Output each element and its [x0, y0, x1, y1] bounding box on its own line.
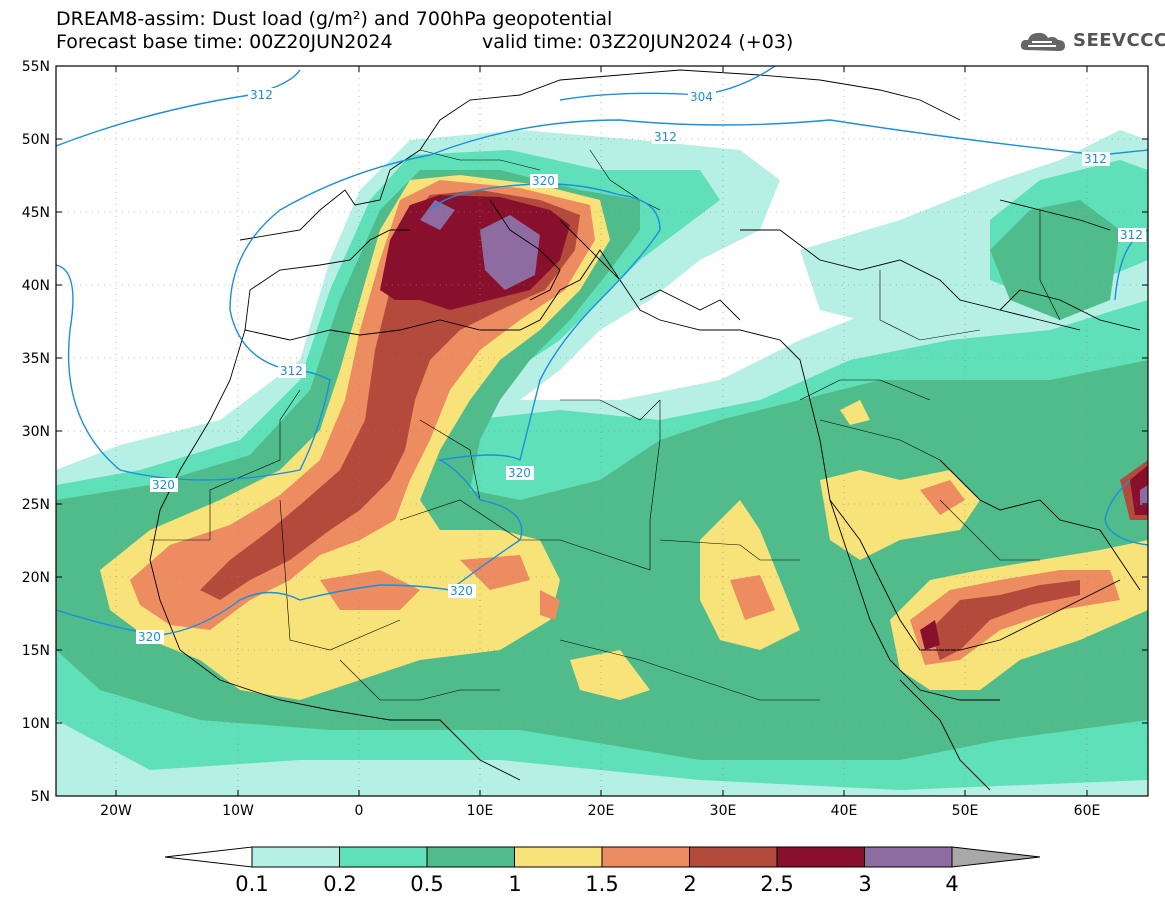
colorbar-label: 2.5	[760, 872, 793, 896]
lon-label: 30E	[710, 803, 737, 819]
colorbar-label: 4	[945, 872, 958, 896]
contour-label-bg	[530, 174, 558, 188]
colorbar-label: 0.1	[235, 872, 268, 896]
colorbar-box	[776, 846, 865, 868]
coastlines	[149, 69, 1141, 791]
colorbar-label: 0.2	[323, 872, 356, 896]
chart-title: DREAM8-assim: Dust load (g/m²) and 700hP…	[56, 8, 613, 30]
contour-label-bg	[1118, 228, 1146, 242]
colorbar-box	[514, 846, 603, 868]
dust-level-3	[420, 200, 1148, 505]
lon-label: 40E	[831, 803, 858, 819]
lon-label: 10W	[222, 803, 254, 819]
lat-label: 20N	[22, 570, 50, 586]
lat-label: 15N	[22, 643, 50, 659]
axis-ticks	[56, 65, 1148, 797]
contour-label: 312	[280, 364, 303, 378]
lon-label: 20E	[588, 803, 615, 819]
colorbar-box	[689, 846, 778, 868]
colorbar-label: 1	[508, 872, 521, 896]
map-content: 312 304 312 312 312 320 312 320 320 320 …	[56, 66, 1148, 796]
graticule	[56, 66, 1148, 796]
contour-label-bg	[278, 364, 306, 378]
contour-label: 312	[654, 130, 677, 144]
colorbar-boxes	[251, 846, 953, 868]
forecast-base-time: Forecast base time: 00Z20JUN2024	[56, 31, 393, 53]
lat-label: 55N	[22, 59, 50, 75]
contour-label-bg	[688, 90, 716, 104]
colorbar-label: 3	[858, 872, 871, 896]
contour-label-bg	[506, 466, 534, 480]
contour-label: 320	[450, 584, 473, 598]
contour-label: 320	[138, 630, 161, 644]
colorbar-labels: 0.1 0.2 0.5 1 1.5 2 2.5 3 4	[235, 872, 958, 896]
contour-label: 312	[1084, 152, 1107, 166]
lat-label: 10N	[22, 716, 50, 732]
cloud-logo-icon	[1020, 32, 1065, 51]
contour-label: 304	[690, 90, 713, 104]
valid-time: valid time: 03Z20JUN2024 (+03)	[482, 31, 794, 53]
contour-label: 320	[508, 466, 531, 480]
colorbar-label: 1.5	[585, 872, 618, 896]
longitude-labels: 20W 10W 0 10E 20E 30E 40E 50E 60E	[100, 803, 1100, 819]
contour-label-bg	[1082, 152, 1110, 166]
lon-label: 20W	[100, 803, 132, 819]
colorbar-box	[251, 846, 340, 868]
geopotential-contours	[56, 66, 1148, 636]
contour-label-bg	[136, 630, 164, 644]
lon-label: 60E	[1074, 803, 1101, 819]
colorbar-high-arrow	[951, 846, 1041, 868]
lat-label: 45N	[22, 205, 50, 221]
colorbar: 0.1 0.2 0.5 1 1.5 2 2.5 3 4	[164, 846, 1041, 896]
contour-label-bg	[652, 130, 680, 144]
colorbar-box	[339, 846, 428, 868]
contour-label-bg	[448, 584, 476, 598]
colorbar-low-arrow	[164, 846, 253, 868]
latitude-labels: 55N 50N 45N 40N 35N 30N 25N 20N 15N 10N …	[22, 59, 50, 805]
colorbar-label: 0.5	[410, 872, 443, 896]
seevccc-logo: SEEVCCC	[1018, 26, 1165, 56]
colorbar-box	[864, 846, 953, 868]
contour-label: 312	[250, 88, 273, 102]
lon-label: 50E	[952, 803, 979, 819]
lat-label: 40N	[22, 278, 50, 294]
logo-text: SEEVCCC	[1073, 30, 1165, 51]
contour-label-bg	[248, 88, 276, 102]
lat-label: 30N	[22, 424, 50, 440]
lon-label: 10E	[467, 803, 494, 819]
contour-label-bg	[150, 478, 178, 492]
lat-label: 50N	[22, 132, 50, 148]
colorbar-box	[426, 846, 515, 868]
contour-labels: 312 304 312 312 312 320 312 320 320 320 …	[136, 88, 1146, 644]
contour-label: 312	[1120, 228, 1143, 242]
colorbar-label: 2	[683, 872, 696, 896]
lat-label: 5N	[31, 789, 50, 805]
lat-label: 25N	[22, 497, 50, 513]
lon-label: 0	[355, 803, 364, 819]
contour-label: 320	[532, 174, 555, 188]
contour-label: 320	[152, 478, 175, 492]
colorbar-box	[601, 846, 690, 868]
lat-label: 35N	[22, 351, 50, 367]
country-borders	[150, 149, 1061, 701]
